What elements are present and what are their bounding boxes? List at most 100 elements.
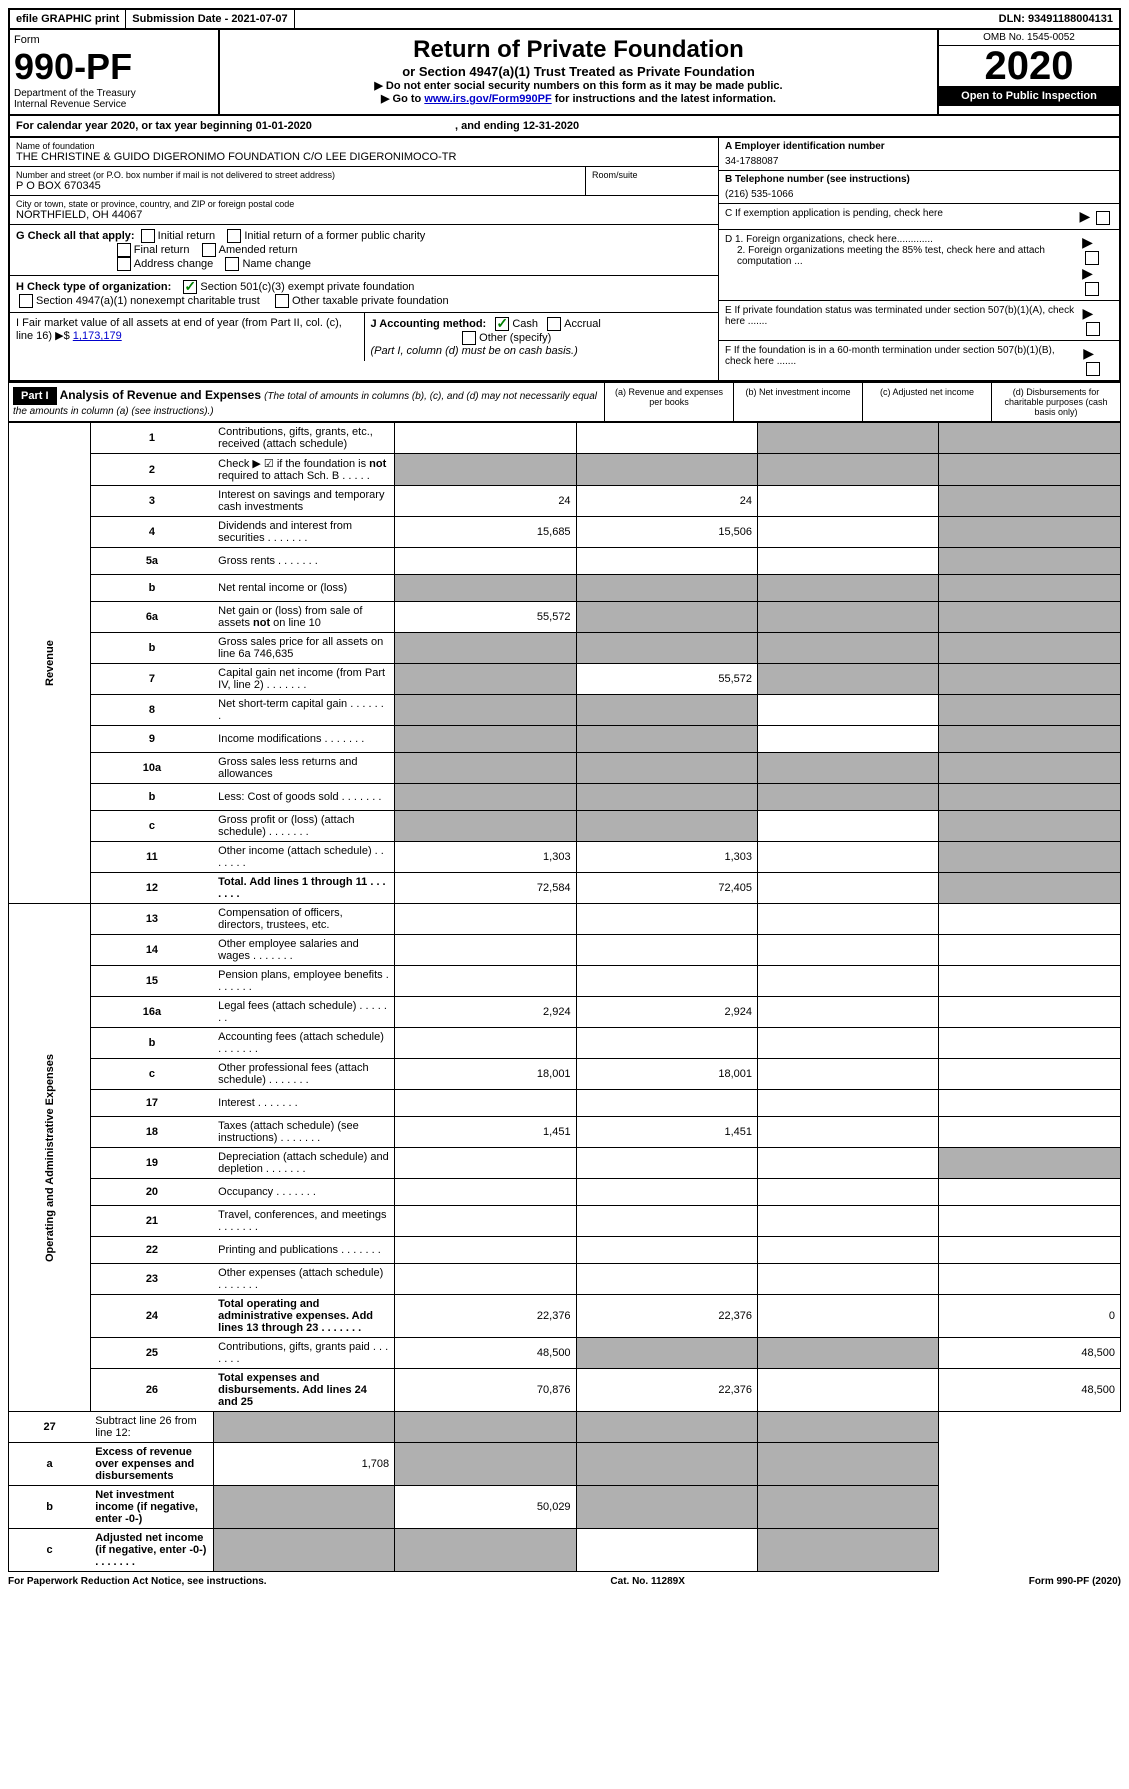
table-row: 20Occupancy . . . . . . .: [9, 1179, 1121, 1206]
table-row: Operating and Administrative Expenses13C…: [9, 904, 1121, 935]
irs: Internal Revenue Service: [14, 99, 214, 110]
line-description: Income modifications . . . . . . .: [213, 726, 394, 753]
value-cell: [939, 602, 1121, 633]
value-cell: [395, 1237, 576, 1264]
c-check[interactable]: [1096, 211, 1110, 225]
value-cell: [939, 486, 1121, 517]
header-center: Return of Private Foundation or Section …: [220, 30, 939, 114]
info-grid: Name of foundation THE CHRISTINE & GUIDO…: [8, 138, 1121, 382]
line-description: Compensation of officers, directors, tru…: [213, 904, 394, 935]
line-description: Dividends and interest from securities .…: [213, 517, 394, 548]
value-cell: 1,708: [213, 1443, 394, 1486]
fmv-link[interactable]: 1,173,179: [73, 330, 122, 342]
value-cell: [576, 548, 757, 575]
value-cell: [939, 935, 1121, 966]
table-row: bNet rental income or (loss): [9, 575, 1121, 602]
value-cell: [939, 873, 1121, 904]
cash-check[interactable]: [495, 317, 509, 331]
line-number: 24: [90, 1295, 213, 1338]
address-change-check[interactable]: [117, 257, 131, 271]
foundation-name: THE CHRISTINE & GUIDO DIGERONIMO FOUNDAT…: [16, 151, 712, 163]
value-cell: 1,303: [395, 842, 576, 873]
value-cell: [758, 811, 939, 842]
value-cell: [939, 664, 1121, 695]
value-cell: [939, 1059, 1121, 1090]
initial-former-check[interactable]: [227, 229, 241, 243]
line-description: Printing and publications . . . . . . .: [213, 1237, 394, 1264]
value-cell: [395, 1264, 576, 1295]
d1-check[interactable]: [1085, 251, 1099, 265]
part1-header: Part I Analysis of Revenue and Expenses …: [8, 382, 1121, 422]
inspection-notice: Open to Public Inspection: [939, 86, 1119, 106]
value-cell: [758, 1529, 939, 1572]
value-cell: 50,029: [395, 1486, 576, 1529]
value-cell: [758, 873, 939, 904]
line-description: Total expenses and disbursements. Add li…: [213, 1369, 394, 1412]
line-number: a: [9, 1443, 91, 1486]
value-cell: [576, 1412, 757, 1443]
c-label: C If exemption application is pending, c…: [725, 208, 943, 219]
form-title: Return of Private Foundation: [226, 36, 931, 64]
value-cell: [758, 1412, 939, 1443]
value-cell: [576, 1148, 757, 1179]
header-right: OMB No. 1545-0052 2020 Open to Public In…: [939, 30, 1119, 114]
value-cell: [576, 1486, 757, 1529]
final-return-check[interactable]: [117, 243, 131, 257]
4947-check[interactable]: [19, 294, 33, 308]
value-cell: [576, 1443, 757, 1486]
value-cell: [939, 842, 1121, 873]
line-number: 27: [9, 1412, 91, 1443]
value-cell: [576, 753, 757, 784]
value-cell: [395, 935, 576, 966]
value-cell: [576, 1179, 757, 1206]
d2-check[interactable]: [1085, 282, 1099, 296]
initial-return-check[interactable]: [141, 229, 155, 243]
value-cell: [939, 1264, 1121, 1295]
table-row: bGross sales price for all assets on lin…: [9, 633, 1121, 664]
line-description: Gross profit or (loss) (attach schedule)…: [213, 811, 394, 842]
table-row: 21Travel, conferences, and meetings . . …: [9, 1206, 1121, 1237]
f-check[interactable]: [1086, 362, 1100, 376]
line-number: 15: [90, 966, 213, 997]
line-description: Check ▶ ☑ if the foundation is not requi…: [213, 454, 394, 486]
e-label: E If private foundation status was termi…: [725, 305, 1083, 327]
value-cell: [758, 1148, 939, 1179]
efile-label: efile GRAPHIC print: [10, 10, 126, 28]
value-cell: [758, 1059, 939, 1090]
line-description: Capital gain net income (from Part IV, l…: [213, 664, 394, 695]
line-description: Other income (attach schedule) . . . . .…: [213, 842, 394, 873]
e-check[interactable]: [1086, 322, 1100, 336]
value-cell: [758, 1237, 939, 1264]
line-description: Total. Add lines 1 through 11 . . . . . …: [213, 873, 394, 904]
value-cell: [758, 1090, 939, 1117]
value-cell: 55,572: [395, 602, 576, 633]
table-row: 14Other employee salaries and wages . . …: [9, 935, 1121, 966]
value-cell: 1,451: [576, 1117, 757, 1148]
other-method-check[interactable]: [462, 331, 476, 345]
other-taxable-check[interactable]: [275, 294, 289, 308]
value-cell: [758, 1264, 939, 1295]
calendar-year-row: For calendar year 2020, or tax year begi…: [8, 116, 1121, 138]
phone-value: (216) 535-1066: [725, 189, 1113, 200]
value-cell: [395, 811, 576, 842]
check-h: H Check type of organization: Section 50…: [10, 276, 718, 313]
name-change-check[interactable]: [225, 257, 239, 271]
irs-link[interactable]: www.irs.gov/Form990PF: [424, 93, 551, 105]
line-description: Occupancy . . . . . . .: [213, 1179, 394, 1206]
table-row: cOther professional fees (attach schedul…: [9, 1059, 1121, 1090]
value-cell: [758, 1117, 939, 1148]
value-cell: [576, 811, 757, 842]
footer-left: For Paperwork Reduction Act Notice, see …: [8, 1576, 267, 1587]
value-cell: [576, 602, 757, 633]
501c3-check[interactable]: [183, 280, 197, 294]
accrual-check[interactable]: [547, 317, 561, 331]
line-number: 7: [90, 664, 213, 695]
line-number: 26: [90, 1369, 213, 1412]
line-number: b: [9, 1486, 91, 1529]
line-number: c: [90, 1059, 213, 1090]
value-cell: 18,001: [395, 1059, 576, 1090]
line-description: Travel, conferences, and meetings . . . …: [213, 1206, 394, 1237]
amended-check[interactable]: [202, 243, 216, 257]
value-cell: [758, 695, 939, 726]
value-cell: [395, 548, 576, 575]
